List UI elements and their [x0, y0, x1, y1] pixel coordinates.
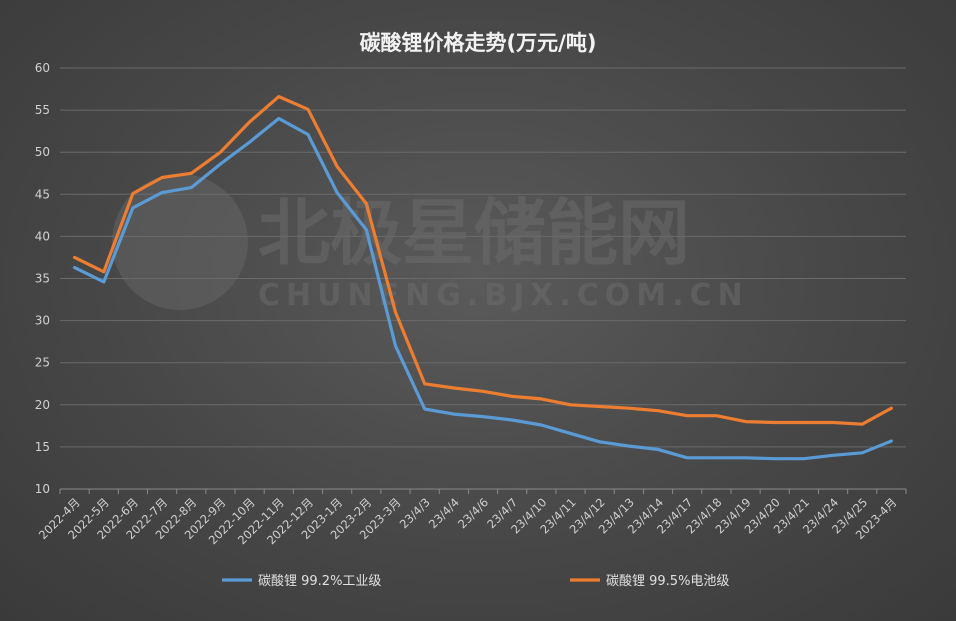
y-tick-label: 50: [35, 145, 50, 159]
y-tick-label: 30: [35, 314, 50, 328]
y-tick-label: 10: [35, 482, 50, 496]
y-tick-label: 35: [35, 272, 50, 286]
gridlines: [60, 67, 906, 490]
chart-title: 碳酸锂价格走势(万元/吨): [360, 31, 597, 55]
x-tick-label: 23/4/4: [426, 495, 462, 531]
y-axis: 10 15 20 25 30 35 40 45 50 55 60: [35, 61, 50, 496]
legend-label: 碳酸锂 99.2%工业级: [258, 574, 381, 589]
legend: 碳酸锂 99.2%工业级 碳酸锂 99.5%电池级: [222, 574, 729, 589]
watermark-logo-icon: [112, 174, 248, 310]
series-lines: [72, 94, 894, 461]
series-line-1: [72, 116, 894, 461]
watermark-sub-text: CHUNENG.BJX.COM.CN: [258, 278, 749, 313]
watermark: 北极星储能网 CHUNENG.BJX.COM.CN: [112, 174, 749, 313]
legend-label: 碳酸锂 99.5%电池级: [606, 574, 729, 589]
y-tick-label: 45: [35, 187, 50, 201]
x-tick-label: 23/4/6: [455, 495, 491, 531]
x-axis: 2022-4月2022-5月2022-6月2022-7月2022-8月2022-…: [36, 489, 907, 547]
y-tick-label: 60: [35, 61, 50, 75]
y-tick-label: 55: [35, 103, 50, 117]
y-tick-label: 25: [35, 356, 50, 370]
x-tick-label: 23/4/3: [397, 495, 433, 531]
y-tick-label: 40: [35, 229, 50, 243]
watermark-main-text: 北极星储能网: [258, 191, 690, 275]
y-tick-label: 15: [35, 440, 50, 454]
series-line-2: [72, 94, 894, 426]
y-tick-label: 20: [35, 398, 50, 412]
